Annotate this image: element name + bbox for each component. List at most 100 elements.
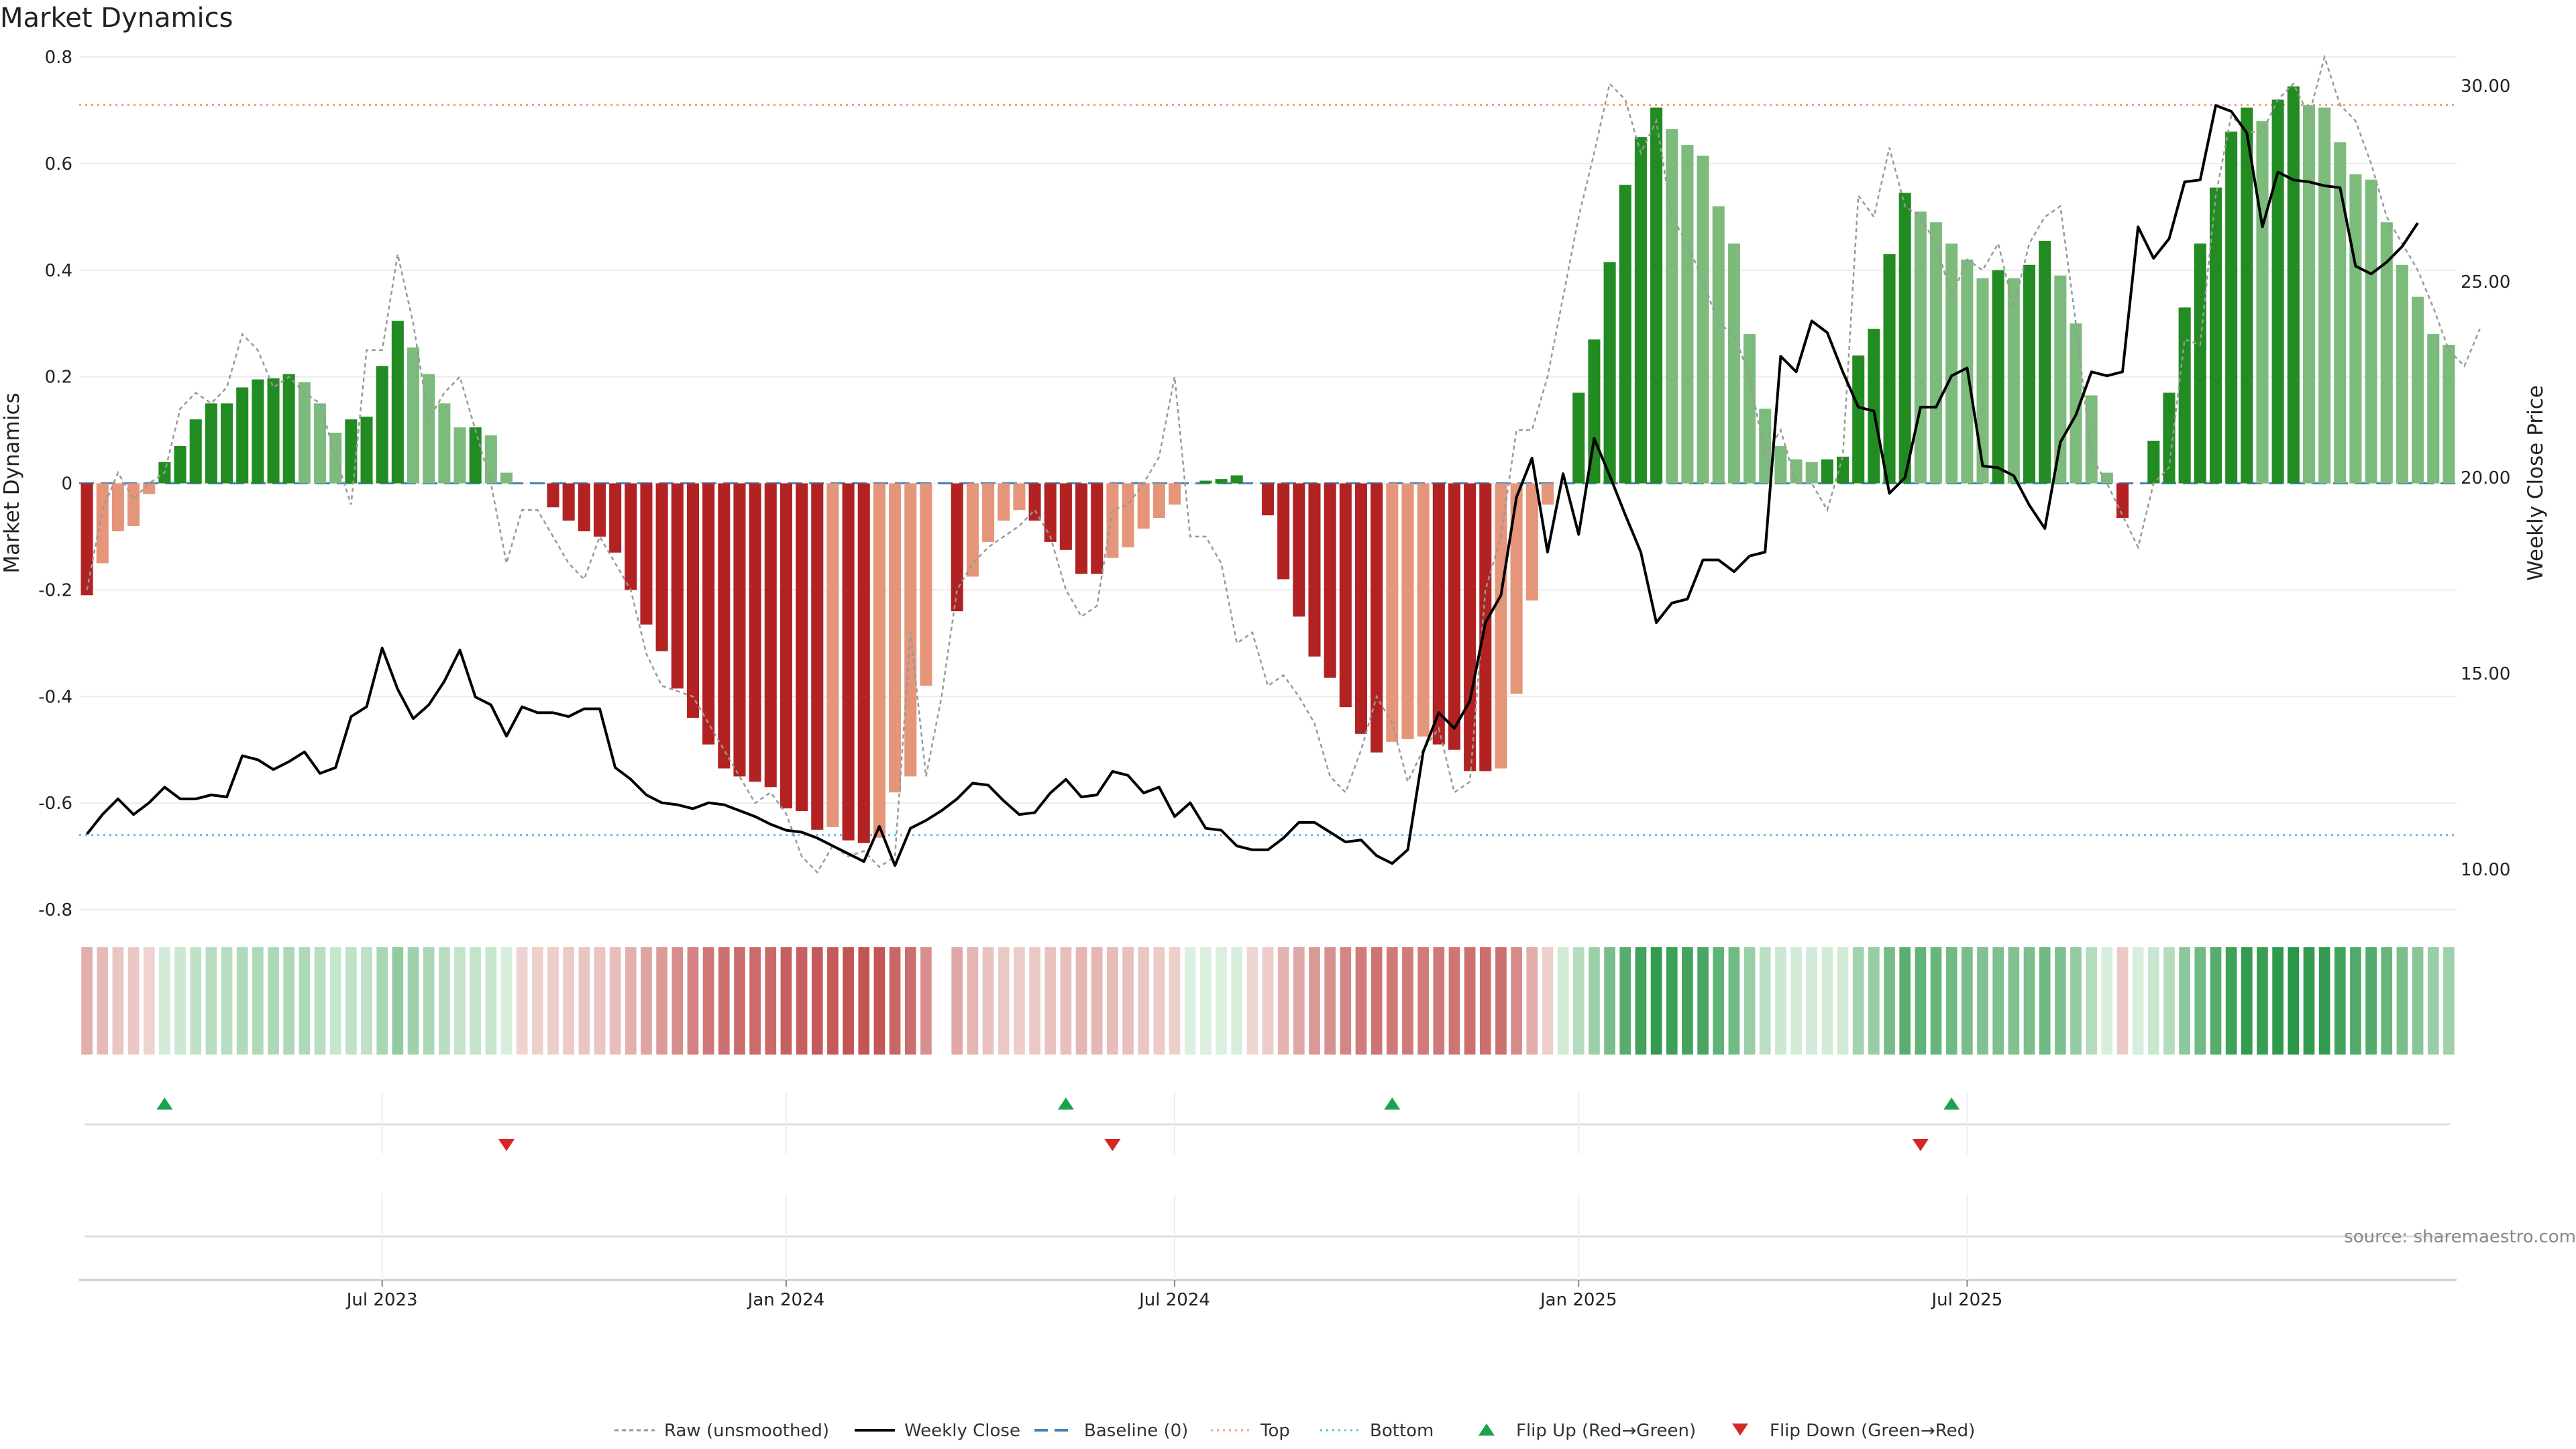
heat-strip-cell bbox=[1604, 947, 1615, 1055]
heat-strip-cell bbox=[1589, 947, 1600, 1055]
market-dynamics-bar bbox=[904, 483, 917, 777]
market-dynamics-bar bbox=[733, 483, 746, 777]
heat-strip-cell bbox=[127, 947, 140, 1055]
reference-lines bbox=[79, 103, 2457, 837]
market-dynamics-bar bbox=[111, 483, 124, 531]
heat-strip-cell bbox=[1169, 947, 1181, 1055]
heat-strip-cell bbox=[2443, 947, 2455, 1055]
heat-strip-cell bbox=[81, 947, 93, 1055]
market-dynamics-bar bbox=[749, 483, 761, 782]
market-dynamics-bar bbox=[671, 483, 684, 689]
heat-strip-cell bbox=[345, 947, 357, 1055]
heat-strip-cell bbox=[904, 947, 916, 1055]
market-dynamics-bar bbox=[1464, 483, 1477, 771]
market-dynamics-bar bbox=[578, 483, 590, 531]
legend-item: Flip Down (Green→Red) bbox=[1732, 1421, 1975, 1441]
heat-strip-cell bbox=[407, 947, 419, 1055]
heat-strip-cell bbox=[672, 947, 684, 1055]
market-dynamics-bar bbox=[2039, 241, 2051, 484]
heat-strip-cell bbox=[1945, 947, 1957, 1055]
market-dynamics-bar bbox=[1152, 483, 1165, 519]
market-dynamics-bar bbox=[236, 387, 249, 484]
market-dynamics-bar bbox=[1992, 270, 2004, 484]
market-dynamics-bar bbox=[857, 483, 870, 843]
heat-strip-cell bbox=[1138, 947, 1150, 1055]
market-dynamics-bar bbox=[345, 419, 358, 484]
flip-up-marker bbox=[1057, 1097, 1074, 1110]
market-dynamics-bar bbox=[189, 419, 202, 484]
x-tick-label: Jan 2025 bbox=[1539, 1290, 1617, 1310]
heat-strip-cell bbox=[982, 947, 994, 1055]
market-dynamics-bar bbox=[1572, 392, 1585, 484]
heat-strip-cell bbox=[811, 947, 823, 1055]
market-dynamics-bar bbox=[998, 483, 1010, 521]
market-dynamics-bar bbox=[1137, 483, 1150, 529]
market-dynamics-bar bbox=[2365, 179, 2377, 484]
market-dynamics-bar bbox=[547, 483, 559, 508]
heat-strip-cell bbox=[563, 947, 574, 1055]
heat-strip-cell bbox=[1417, 947, 1429, 1055]
market-dynamics-bar bbox=[593, 483, 606, 537]
market-dynamics-bar bbox=[1091, 483, 1104, 574]
market-dynamics-bar bbox=[2085, 395, 2098, 484]
heat-strip-cell bbox=[1977, 947, 1988, 1055]
market-dynamics-bar bbox=[920, 483, 932, 686]
heat-strip-cell bbox=[1355, 947, 1367, 1055]
x-tick-label: Jul 2025 bbox=[1930, 1290, 2002, 1310]
market-dynamics-bar bbox=[1837, 456, 1849, 484]
market-dynamics-bar bbox=[313, 403, 327, 484]
market-dynamics-bar bbox=[391, 321, 404, 484]
market-dynamics-bar bbox=[2396, 264, 2408, 484]
heat-strip-cell bbox=[2396, 947, 2408, 1055]
heat-strip-cell bbox=[112, 947, 124, 1055]
heat-strip-cell bbox=[2039, 947, 2051, 1055]
market-dynamics-bar bbox=[2225, 131, 2238, 484]
legend-label: Top bbox=[1260, 1421, 1290, 1441]
market-dynamics-bar bbox=[655, 483, 668, 651]
heat-strip-cell bbox=[1184, 947, 1196, 1055]
left-tick-label: -0.4 bbox=[38, 687, 72, 707]
left-tick-label: 0 bbox=[61, 474, 72, 494]
market-dynamics-bar bbox=[407, 347, 420, 484]
legend-item: Raw (unsmoothed) bbox=[614, 1421, 829, 1441]
market-dynamics-bar bbox=[252, 379, 264, 484]
flip-up-marker bbox=[156, 1097, 173, 1110]
heat-strip-cell bbox=[190, 947, 202, 1055]
market-dynamics-bar bbox=[1495, 483, 1507, 769]
right-axis-ticks: 30.00 25.00 20.00 15.00 10.00 bbox=[2461, 76, 2510, 880]
market-dynamics-bar bbox=[282, 374, 295, 484]
heat-strip-cell bbox=[454, 947, 466, 1055]
heat-strip-cell bbox=[423, 947, 435, 1055]
market-dynamics-bars bbox=[80, 86, 2455, 843]
heat-strip-cell bbox=[1309, 947, 1320, 1055]
market-dynamics-bar bbox=[2287, 86, 2300, 484]
heat-strip-cell bbox=[470, 947, 482, 1055]
x-tick-label: Jul 2023 bbox=[345, 1290, 418, 1310]
heat-strip-cell bbox=[1682, 947, 1693, 1055]
left-tick-label: 0.2 bbox=[45, 368, 72, 388]
market-dynamics-bar bbox=[1324, 483, 1336, 678]
heat-strip-cell bbox=[1930, 947, 1942, 1055]
flip-down-marker bbox=[1912, 1139, 1929, 1151]
heat-strip-cell bbox=[392, 947, 404, 1055]
heat-strip-cell bbox=[1962, 947, 1973, 1055]
market-dynamics-bar bbox=[764, 483, 777, 788]
heat-strip-cell bbox=[2225, 947, 2237, 1055]
market-dynamics-bar bbox=[1525, 483, 1538, 601]
market-dynamics-bar bbox=[376, 366, 388, 484]
market-dynamics-bar bbox=[438, 403, 451, 484]
heat-strip-cell bbox=[609, 947, 621, 1055]
market-dynamics-bar bbox=[1354, 483, 1368, 734]
market-dynamics-bar bbox=[205, 403, 217, 484]
market-dynamics-bar bbox=[1386, 483, 1399, 742]
right-tick-label: 25.00 bbox=[2461, 272, 2510, 292]
market-dynamics-bar bbox=[1448, 483, 1460, 750]
heat-strip-cell bbox=[439, 947, 450, 1055]
market-dynamics-bar bbox=[1401, 483, 1414, 739]
heat-strip-cell bbox=[1153, 947, 1165, 1055]
market-dynamics-bar bbox=[2209, 187, 2222, 484]
heat-strip-cell bbox=[2412, 947, 2424, 1055]
heat-strip-cell bbox=[702, 947, 714, 1055]
market-dynamics-bar bbox=[2054, 275, 2067, 484]
heat-strip-cell bbox=[252, 947, 264, 1055]
